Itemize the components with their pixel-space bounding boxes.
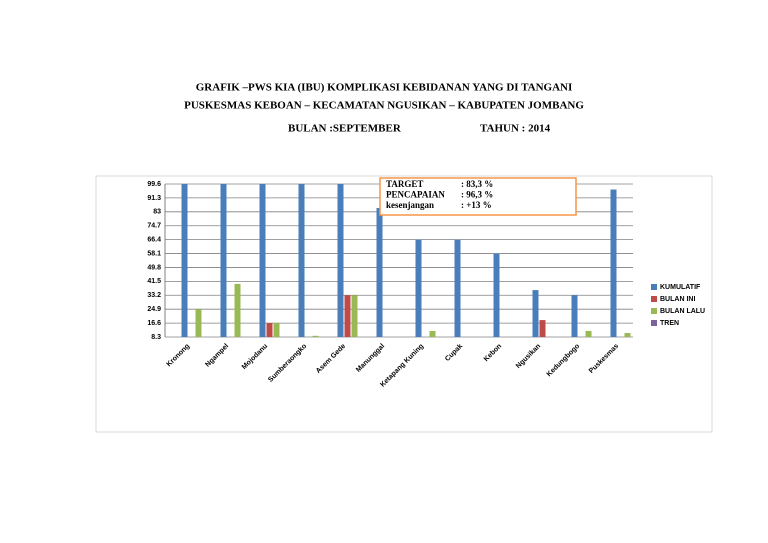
y-tick-label: 41.5 — [147, 278, 161, 285]
year: TAHUN : 2014 — [480, 123, 551, 135]
x-tick-label: Cupak — [444, 343, 464, 363]
chart-title: GRAFIK –PWS KIA (IBU) KOMPLIKASI KEBIDAN… — [196, 82, 573, 94]
x-tick-label: Kronong — [166, 343, 192, 369]
annotation-label: PENCAPAIAN — [386, 190, 445, 200]
bar — [312, 335, 319, 337]
legend-swatch — [651, 296, 657, 302]
bar — [429, 330, 436, 337]
x-tick-label: Kebon — [483, 343, 503, 363]
legend-label: TREN — [660, 320, 679, 327]
y-tick-label: 74.7 — [147, 223, 161, 230]
legend-label: KUMULATIF — [660, 284, 701, 291]
bar — [195, 309, 202, 337]
y-tick-label: 24.9 — [147, 306, 161, 313]
chart-frame — [95, 175, 713, 433]
x-tick-label: Ngampel — [204, 343, 230, 369]
bar — [344, 295, 351, 337]
annotation-text: : +13 % — [461, 200, 492, 210]
y-tick-label: 66.4 — [147, 236, 161, 243]
bar — [273, 323, 280, 337]
bar — [181, 184, 188, 337]
y-tick-label: 49.8 — [147, 264, 161, 271]
legend-label: BULAN INI — [660, 296, 695, 303]
legend-swatch — [651, 284, 657, 290]
chart-subtitle: PUSKESMAS KEBOAN – KECAMATAN NGUSIKAN – … — [184, 100, 584, 112]
annotation-box — [379, 177, 577, 216]
bar — [376, 207, 383, 337]
bar — [585, 330, 592, 337]
bar — [610, 189, 617, 337]
bar — [234, 283, 241, 337]
annotation-text: : 83,3 % — [461, 179, 493, 189]
bar — [624, 332, 631, 337]
y-tick-label: 83 — [153, 209, 161, 216]
x-tick-label: Asem Gede — [315, 343, 347, 375]
annotation-label: TARGET — [386, 179, 423, 189]
x-tick-label: Puskesmas — [588, 343, 620, 375]
bar — [532, 290, 539, 337]
bar — [539, 320, 546, 337]
period: BULAN :SEPTEMBER — [288, 123, 402, 135]
x-tick-label: Ngusikan — [515, 343, 542, 370]
annotation-text: : 96,3 % — [461, 190, 493, 200]
bar — [454, 239, 461, 337]
annotation-label: kesenjangan — [386, 200, 434, 210]
y-tick-label: 16.6 — [147, 320, 161, 327]
y-tick-label: 91.3 — [147, 195, 161, 202]
bar — [298, 184, 305, 337]
bar — [220, 184, 227, 337]
x-tick-label: Ketapang Kuning — [379, 343, 425, 389]
bar — [351, 295, 358, 337]
y-tick-label: 99.6 — [147, 181, 161, 188]
x-tick-label: Kedungbogo — [546, 343, 581, 378]
legend-swatch — [651, 320, 657, 326]
x-tick-label: Manunggal — [355, 343, 386, 374]
bar — [259, 184, 266, 337]
y-tick-label: 8.3 — [151, 334, 161, 341]
y-tick-label: 33.2 — [147, 292, 161, 299]
bar — [415, 239, 422, 337]
x-tick-label: Sumberaongko — [267, 343, 308, 384]
legend-swatch — [651, 308, 657, 314]
bar — [493, 253, 500, 337]
bar — [266, 323, 273, 337]
y-tick-label: 58.1 — [147, 250, 161, 257]
bar — [571, 295, 578, 337]
bar — [337, 184, 344, 337]
x-tick-label: Mojodanu — [241, 343, 269, 371]
legend-label: BULAN LALU — [660, 308, 705, 315]
